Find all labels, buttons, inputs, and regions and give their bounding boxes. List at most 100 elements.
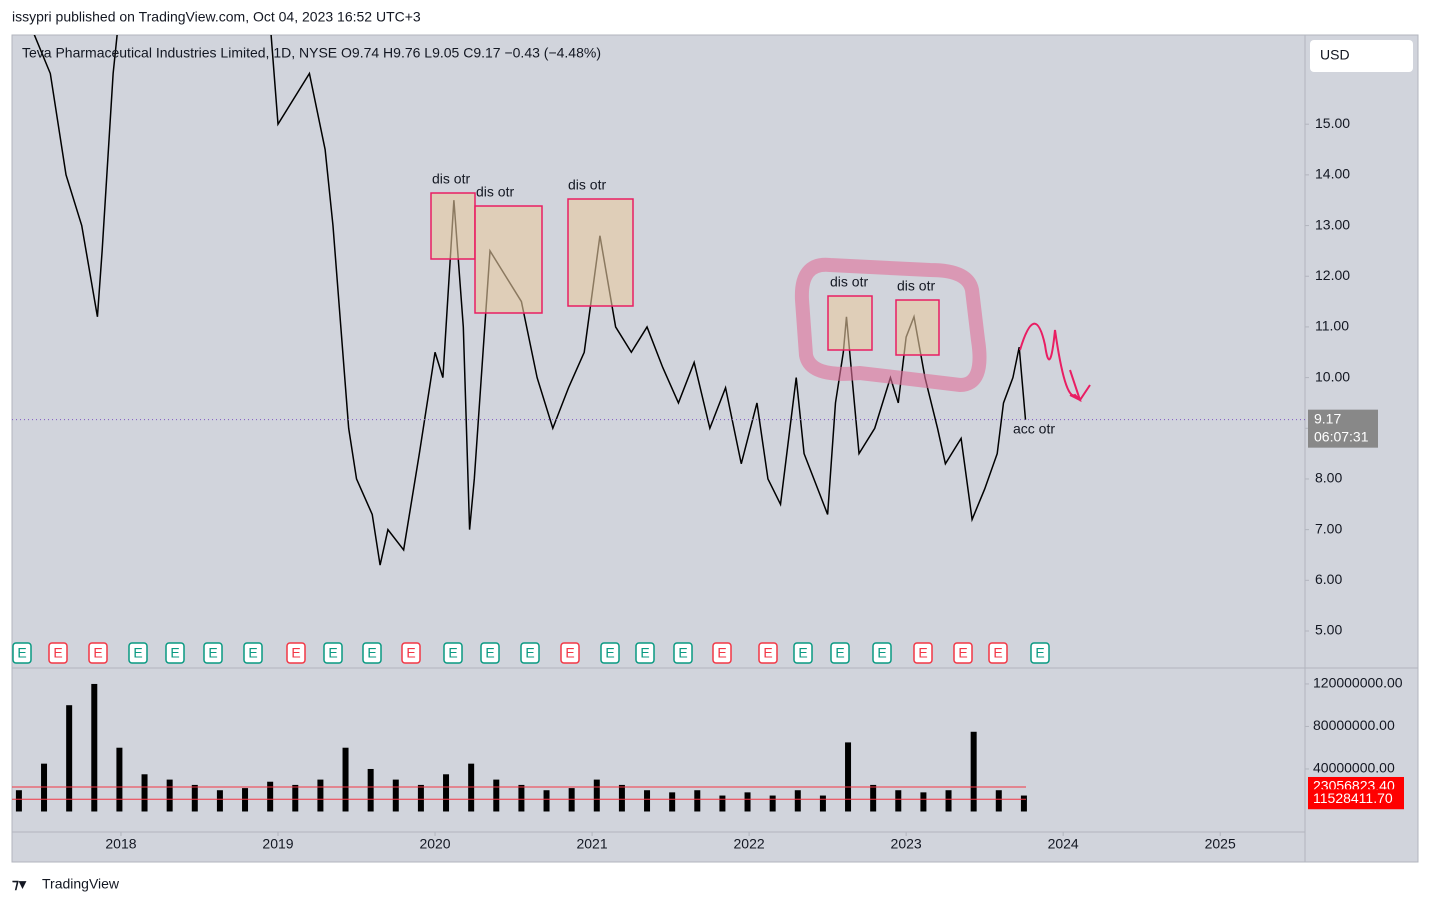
earnings-icon	[988, 642, 1008, 664]
chart-frame	[11, 34, 1419, 863]
y-tick-label: 7.00	[1315, 520, 1342, 536]
earnings-label: E	[133, 645, 142, 661]
volume-bar	[191, 784, 198, 812]
earnings-icon	[635, 642, 655, 664]
volume-bar	[267, 781, 274, 812]
annotation: dis otr	[830, 274, 868, 290]
earnings-icon	[913, 642, 933, 664]
volume-bar	[292, 784, 299, 812]
annotation: dis otr	[432, 171, 470, 187]
y-tick-label: 11.00	[1315, 318, 1349, 334]
earnings-label: E	[525, 645, 534, 661]
earnings-icon	[165, 642, 185, 664]
earnings-label: E	[448, 645, 457, 661]
volume-bar	[216, 790, 223, 812]
annotations	[430, 192, 1091, 402]
volume-bar	[15, 790, 22, 812]
earnings-label: E	[170, 645, 179, 661]
box	[474, 205, 543, 314]
annotation: acc otr	[1013, 421, 1055, 437]
last-price-box	[1308, 409, 1378, 448]
y-tick-label: 12.00	[1315, 267, 1350, 283]
volume-bar	[317, 779, 324, 812]
earnings-icon	[128, 642, 148, 664]
earnings-label: E	[763, 645, 772, 661]
box	[827, 295, 873, 351]
earnings-icon	[362, 642, 382, 664]
x-tick-label: 2024	[1048, 836, 1079, 852]
footer: TradingView	[42, 876, 120, 892]
volume-bar	[920, 792, 927, 812]
earnings-label: E	[367, 645, 376, 661]
volume-bar	[91, 683, 98, 812]
last-price: 9.17	[1314, 410, 1341, 426]
earnings-icon	[560, 642, 580, 664]
volume-bar	[845, 742, 852, 812]
volume-bar	[568, 788, 575, 812]
volume-bar	[618, 784, 625, 812]
volume-bar	[970, 731, 977, 812]
y-tick-label: 15.00	[1315, 115, 1350, 131]
y-tick-label: 14.00	[1315, 166, 1350, 182]
earnings-icon	[323, 642, 343, 664]
volume-bar	[417, 784, 424, 812]
earnings-label: E	[605, 645, 614, 661]
earnings-label: E	[1035, 645, 1044, 661]
earnings-icon	[88, 642, 108, 664]
axes: 5.006.007.008.009.0010.0011.0012.0013.00…	[12, 115, 1404, 852]
earnings-icon	[520, 642, 540, 664]
volume-bar	[141, 774, 148, 812]
volume-bar	[895, 790, 902, 812]
volume-bar	[870, 784, 877, 812]
volume-bar	[1020, 795, 1027, 812]
earnings-icon	[243, 642, 263, 664]
volume-bar	[116, 747, 123, 812]
volume-bar	[644, 790, 651, 812]
earnings-icon	[443, 642, 463, 664]
earnings-icon	[600, 642, 620, 664]
earnings-icon	[401, 642, 421, 664]
earnings-label: E	[208, 645, 217, 661]
earnings-label: E	[877, 645, 886, 661]
y-tick-label: 6.00	[1315, 571, 1342, 587]
x-tick-label: 2023	[891, 836, 922, 852]
chart-title: Teva Pharmaceutical Industries Limited, …	[22, 45, 601, 61]
box	[895, 299, 940, 356]
earnings-label: E	[291, 645, 300, 661]
volume-pane	[12, 683, 1027, 812]
currency-box[interactable]	[1310, 40, 1413, 72]
volume-bar	[769, 795, 776, 812]
volume-bar	[443, 774, 450, 812]
y-tick-label: 5.00	[1315, 622, 1342, 638]
box	[430, 192, 476, 260]
volume-bar	[543, 790, 550, 812]
header: issypri published on TradingView.com, Oc…	[12, 9, 421, 25]
earnings-icon	[830, 642, 850, 664]
volume-bar	[242, 788, 249, 812]
earnings-label: E	[328, 645, 337, 661]
y-tick-label: 80000000.00	[1313, 717, 1395, 733]
earnings-icon	[872, 642, 892, 664]
volume-bar	[945, 790, 952, 812]
currency[interactable]: USD	[1320, 47, 1350, 63]
x-tick-label: 2022	[734, 836, 765, 852]
earnings-icon	[712, 642, 732, 664]
earnings-icon	[286, 642, 306, 664]
earnings-icon	[673, 642, 693, 664]
volume-bar	[342, 747, 349, 812]
volume-bar	[995, 790, 1002, 812]
volume-bar	[819, 795, 826, 812]
volume-bar	[392, 779, 399, 812]
box	[567, 198, 634, 307]
volume-bar	[669, 792, 676, 812]
volume-bar	[166, 779, 173, 812]
earnings-label: E	[565, 645, 574, 661]
annotation: dis otr	[897, 278, 935, 294]
earnings-label: E	[835, 645, 844, 661]
volume-bar	[518, 784, 525, 812]
earnings-label: E	[993, 645, 1002, 661]
earnings-label: E	[93, 645, 102, 661]
earnings-label: E	[248, 645, 257, 661]
volume-bar	[794, 790, 801, 812]
x-tick-label: 2018	[105, 836, 136, 852]
